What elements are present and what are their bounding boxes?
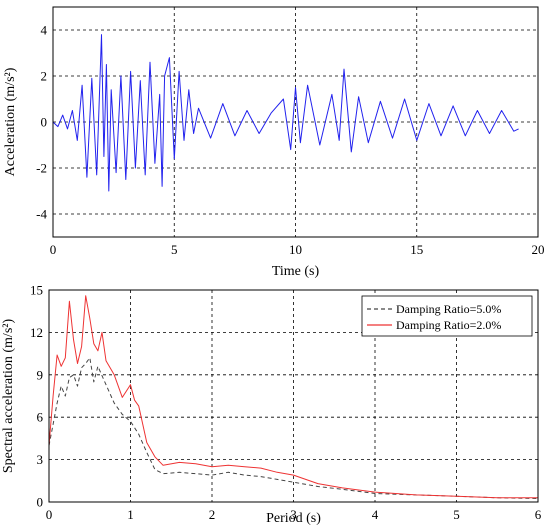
x-tick-labels: 0 5 10 15 20 xyxy=(50,242,545,257)
plot-frame xyxy=(52,6,539,238)
grid xyxy=(53,7,538,237)
y-tick-label: -2 xyxy=(36,161,47,176)
y-tick-labels: -4 -2 0 2 4 xyxy=(36,23,47,222)
x-tick-label: 6 xyxy=(535,507,542,522)
y-axis-label: Spectral acceleration (m/s²) xyxy=(1,319,16,474)
y-tick-label: 0 xyxy=(37,495,44,510)
series-line-damping-ratio-2-0- xyxy=(48,295,538,499)
plot-frame xyxy=(48,289,539,503)
x-tick-label: 1 xyxy=(127,507,134,522)
series-layer xyxy=(48,295,539,499)
legend: Damping Ratio=5.0% Damping Ratio=2.0% xyxy=(361,295,533,337)
y-tick-label: -4 xyxy=(36,207,47,222)
series-line-damping-ratio-5-0- xyxy=(48,357,539,499)
acceleration-time-history-chart: 0 5 10 15 20 -4 -2 0 2 4 Time (s) Acceleration (… xyxy=(3,6,545,279)
x-tick-label: 2 xyxy=(209,507,216,522)
series-line-series-0 xyxy=(52,34,519,192)
legend-label-damping-5: Damping Ratio=5.0% xyxy=(396,302,501,316)
y-tick-labels: 0 3 6 9 12 15 xyxy=(30,283,44,510)
x-tick-label: 10 xyxy=(289,242,302,257)
x-tick-label: 3 xyxy=(290,507,297,522)
y-tick-label: 4 xyxy=(41,23,48,38)
y-tick-label: 0 xyxy=(41,115,48,130)
y-tick-label: 2 xyxy=(41,69,48,84)
y-tick-label: 3 xyxy=(37,452,44,467)
x-tick-label: 15 xyxy=(410,242,423,257)
x-tick-label: 5 xyxy=(171,242,178,257)
x-tick-label: 5 xyxy=(453,507,460,522)
x-tick-label: 0 xyxy=(50,242,57,257)
x-tick-label: 20 xyxy=(532,242,545,257)
x-axis-label: Period (s) xyxy=(266,511,321,526)
x-axis-label: Time (s) xyxy=(272,264,320,279)
y-tick-label: 9 xyxy=(37,367,44,382)
legend-label-damping-2: Damping Ratio=2.0% xyxy=(396,318,501,332)
series-layer xyxy=(52,34,519,192)
x-tick-label: 0 xyxy=(46,507,53,522)
y-tick-label: 6 xyxy=(37,410,44,425)
y-tick-label: 12 xyxy=(30,325,43,340)
y-tick-label: 15 xyxy=(30,283,43,298)
legend-box xyxy=(361,295,533,337)
x-tick-label: 4 xyxy=(372,507,379,522)
x-tick-labels: 0 1 2 3 4 5 6 xyxy=(46,507,542,522)
y-axis-label: Acceleration (m/s²) xyxy=(3,67,18,176)
